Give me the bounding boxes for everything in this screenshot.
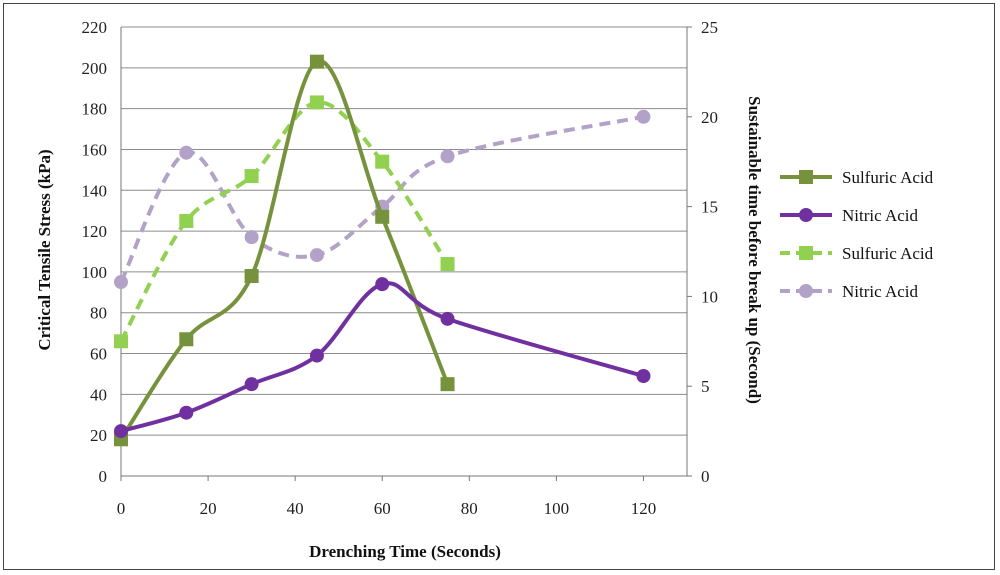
data-point bbox=[636, 368, 651, 383]
y-tick-label: 100 bbox=[82, 263, 108, 282]
y2-tick-label: 15 bbox=[701, 198, 718, 217]
legend-label: Sulfuric Acid bbox=[842, 168, 934, 187]
y-tick-label: 120 bbox=[82, 222, 108, 241]
legend-label: Nitric Acid bbox=[842, 282, 919, 301]
y2-tick-label: 10 bbox=[701, 287, 718, 306]
y2-tick-label: 25 bbox=[701, 18, 718, 37]
x-tick-label: 60 bbox=[374, 499, 391, 518]
tick-labels: 0204060801001201401601802002200510152025… bbox=[82, 18, 719, 518]
data-point bbox=[114, 334, 128, 349]
data-point bbox=[309, 348, 324, 363]
data-point bbox=[114, 275, 128, 290]
legend-entry: Nitric Acid bbox=[780, 282, 919, 301]
series-dashed-sulfuric-acid bbox=[114, 95, 455, 349]
y2-axis-title: Sustainable time before break up (Second… bbox=[745, 96, 764, 404]
data-point bbox=[309, 54, 324, 69]
data-point bbox=[440, 149, 455, 164]
y-tick-label: 0 bbox=[99, 467, 108, 486]
y2-tick-label: 5 bbox=[701, 377, 710, 396]
data-point bbox=[179, 405, 194, 420]
series-dashed-nitric-acid bbox=[114, 109, 651, 290]
y-tick-label: 20 bbox=[90, 426, 107, 445]
data-point bbox=[179, 213, 194, 228]
legend-label: Sulfuric Acid bbox=[842, 244, 934, 263]
legend-marker bbox=[799, 170, 813, 184]
y2-tick-label: 20 bbox=[701, 108, 718, 127]
data-point bbox=[440, 311, 455, 326]
y-tick-label: 160 bbox=[82, 140, 108, 159]
data-point bbox=[309, 248, 324, 263]
x-tick-label: 100 bbox=[544, 499, 570, 518]
data-point bbox=[440, 377, 455, 392]
y-tick-label: 220 bbox=[82, 18, 108, 37]
data-point bbox=[375, 277, 390, 292]
x-tick-label: 40 bbox=[287, 499, 304, 518]
y-tick-label: 180 bbox=[82, 100, 108, 119]
data-point bbox=[375, 209, 390, 224]
data-point bbox=[179, 145, 194, 160]
series-solid-nitric-acid bbox=[114, 277, 651, 439]
data-point bbox=[244, 268, 259, 283]
legend-marker bbox=[799, 246, 813, 260]
y2-tick-label: 0 bbox=[701, 467, 710, 486]
chart-frame bbox=[3, 3, 995, 570]
data-point bbox=[244, 377, 259, 392]
legend-marker bbox=[799, 208, 813, 222]
y-axis-title: Critical Tensile Stress (kPa) bbox=[35, 149, 54, 350]
x-tick-label: 0 bbox=[117, 499, 126, 518]
legend-entry: Nitric Acid bbox=[780, 206, 919, 225]
y-tick-label: 200 bbox=[82, 59, 108, 78]
series-line bbox=[120, 281, 645, 434]
data-point bbox=[244, 230, 259, 245]
y-tick-label: 140 bbox=[82, 181, 108, 200]
series-line bbox=[119, 100, 450, 343]
legend-label: Nitric Acid bbox=[842, 206, 919, 225]
series-line bbox=[119, 59, 450, 441]
data-point bbox=[440, 257, 455, 272]
y-tick-label: 40 bbox=[90, 385, 107, 404]
data-point bbox=[375, 154, 390, 169]
legend-entry: Sulfuric Acid bbox=[780, 244, 934, 263]
data-point bbox=[244, 169, 259, 184]
series-line bbox=[119, 114, 644, 283]
legend-entry: Sulfuric Acid bbox=[780, 168, 934, 187]
data-point bbox=[309, 95, 324, 110]
x-tick-label: 20 bbox=[200, 499, 217, 518]
series-solid-sulfuric-acid bbox=[114, 54, 455, 447]
data-point bbox=[636, 109, 651, 124]
data-point bbox=[179, 332, 194, 347]
x-axis-title: Drenching Time (Seconds) bbox=[309, 542, 501, 561]
x-tick-label: 120 bbox=[631, 499, 657, 518]
series-layer bbox=[114, 54, 651, 447]
gridlines bbox=[121, 26, 687, 477]
axes bbox=[120, 26, 692, 481]
x-tick-label: 80 bbox=[461, 499, 478, 518]
y-tick-label: 60 bbox=[90, 345, 107, 364]
data-point bbox=[114, 424, 128, 439]
legend-marker bbox=[799, 284, 813, 298]
legend: Sulfuric Acid Nitric Acid Sulfuric Acid Nit… bbox=[780, 168, 934, 301]
y-tick-label: 80 bbox=[90, 304, 107, 323]
